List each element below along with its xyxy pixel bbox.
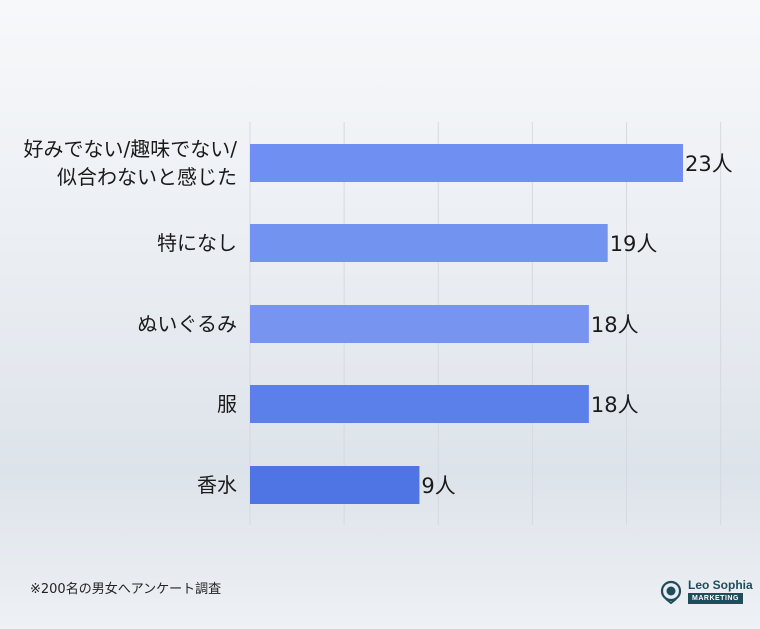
bar (250, 144, 683, 182)
value-label: 19人 (610, 232, 658, 256)
bar (250, 466, 420, 504)
value-label: 18人 (591, 393, 639, 417)
lion-logo-icon (660, 580, 682, 604)
category-label: 好みでない/趣味でない/ (24, 137, 238, 161)
brand-logo: Leo Sophia MARKETING (660, 578, 753, 608)
brand-name: Leo Sophia (688, 578, 753, 592)
value-label: 23人 (685, 152, 733, 176)
category-label: 特になし (157, 231, 237, 255)
bar (250, 224, 608, 262)
value-label: 9人 (421, 474, 455, 498)
category-label: 似合わないと感じた (57, 165, 237, 189)
bar (250, 305, 589, 343)
category-label: 服 (217, 392, 237, 416)
value-label: 18人 (591, 313, 639, 337)
bar (250, 385, 589, 423)
survey-footnote: ※200名の男女へアンケート調査 (30, 582, 222, 597)
category-label: 香水 (197, 473, 237, 497)
value-labels: 23人 19人 18人 18人 9人 (421, 152, 732, 498)
bars (250, 144, 683, 504)
brand-subtitle: MARKETING (688, 593, 743, 604)
category-label: ぬいぐるみ (137, 312, 237, 336)
